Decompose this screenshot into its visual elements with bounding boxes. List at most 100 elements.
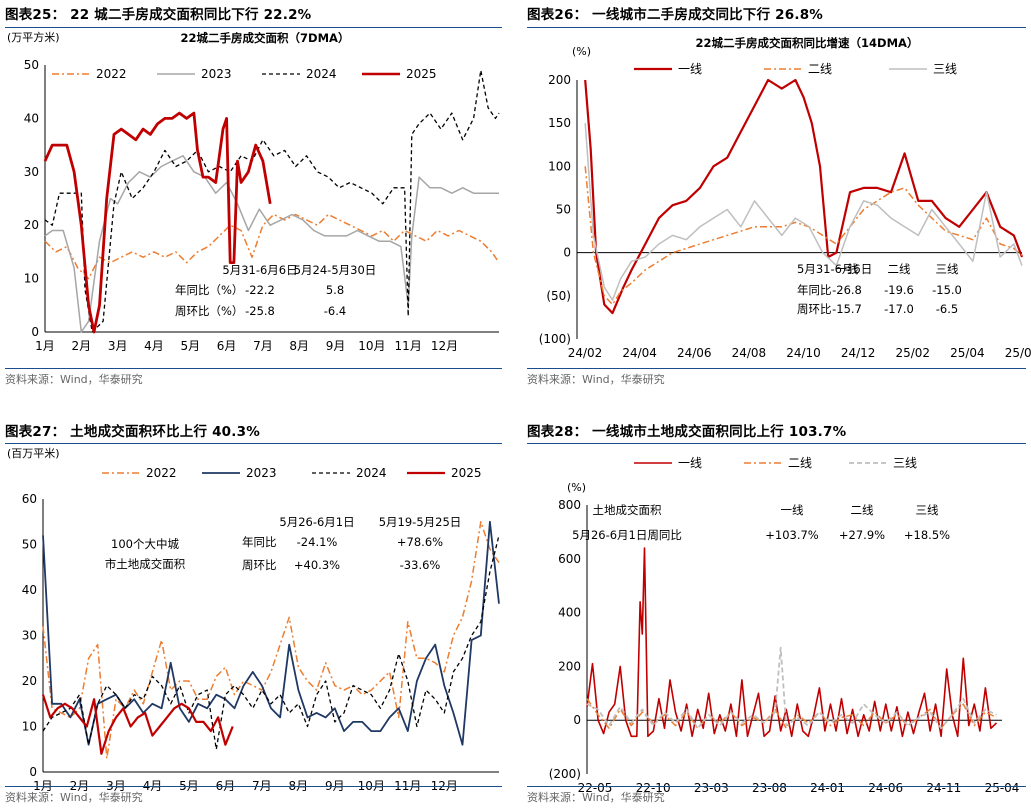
- series-line-三线: [586, 646, 997, 730]
- chart-panel-2: 图表26： 一线城市二手房成交同比下行 26.8% (%) 22城二手房成交面积同…: [527, 3, 1031, 388]
- y-tick-label: 400: [558, 606, 581, 620]
- table-cell: +18.5%: [904, 528, 950, 542]
- series-line-2025: [43, 111, 272, 334]
- x-tick-label: 4月: [144, 339, 164, 353]
- table-header: 5月19-5月25日: [379, 515, 462, 529]
- y-axis-label: (%): [572, 45, 591, 58]
- series-line-一线: [584, 78, 1024, 315]
- legend-label: 2023: [201, 67, 232, 81]
- y-tick-label: 0: [29, 765, 37, 779]
- annotation-text: 100个大中城: [111, 537, 179, 551]
- x-tick-label: 23-08: [752, 781, 787, 795]
- legend-label: 2025: [406, 67, 437, 81]
- legend-label: 2024: [306, 67, 337, 81]
- x-tick-label: 25/02: [895, 346, 930, 360]
- divider: [5, 786, 502, 787]
- y-axis-label: (百万平米): [7, 447, 60, 460]
- series-line-2024: [42, 535, 500, 750]
- chart-svg: (万平方米) 22城二手房成交面积（7DMA） 0 10 20 30 40 50 1月 2月 3月 4…: [7, 30, 500, 353]
- x-tick-label: 22-05: [578, 781, 613, 795]
- table-cell: 年同比: [797, 283, 832, 297]
- y-tick-label: 0: [31, 325, 39, 339]
- y-axis-label: (万平方米): [7, 30, 60, 44]
- x-tick-label: 24/02: [568, 346, 603, 360]
- series-line-三线: [584, 123, 1023, 301]
- x-tick-label: 24/12: [841, 346, 876, 360]
- divider: [527, 368, 1026, 369]
- legend-label: 2022: [146, 466, 177, 480]
- x-tick-label: 1月: [35, 339, 55, 353]
- legend-label: 二线: [788, 456, 812, 470]
- source-note: 资料来源：Wind，华泰研究: [527, 791, 665, 804]
- source-note: 资料来源：Wind，华泰研究: [527, 373, 665, 386]
- chart-svg: (%) (200) 0 200 400 600 800 22-05 22-10 23-03 23-0…: [549, 456, 1020, 795]
- table-header: 5月31-6月6日: [797, 262, 872, 276]
- x-tick-label: 25/06: [1005, 346, 1031, 360]
- y-tick-label: 0: [573, 713, 581, 727]
- x-tick-label: 24/08: [732, 346, 767, 360]
- y-tick-label: (50): [546, 289, 571, 303]
- y-tick-label: 800: [558, 498, 581, 512]
- x-tick-label: 9月: [326, 339, 346, 353]
- y-tick-label: 40: [22, 583, 37, 597]
- table-cell: 周环比: [797, 302, 832, 316]
- y-axis-label: (%): [567, 481, 586, 494]
- series-line-2025: [41, 694, 234, 755]
- y-tick-label: 10: [24, 272, 39, 286]
- table-header: 二线: [888, 262, 911, 276]
- table-header: 5月26-6月1日: [279, 515, 354, 529]
- table-cell: -15.0: [932, 283, 962, 297]
- panel-title: 图表26： 一线城市二手房成交同比下行 26.8%: [527, 7, 824, 23]
- series-line-2024: [44, 69, 500, 333]
- x-tick-label: 12月: [431, 339, 458, 353]
- legend-label: 2023: [246, 466, 277, 480]
- x-tick-label: 7月: [253, 339, 273, 353]
- table-cell: -25.8: [245, 304, 275, 318]
- y-tick-label: 200: [548, 73, 571, 87]
- table-cell: 周环比（%）: [175, 304, 243, 318]
- x-tick-label: 11月: [395, 339, 422, 353]
- table-cell: +78.6%: [397, 535, 443, 549]
- y-tick-label: 60: [22, 492, 37, 506]
- y-tick-label: 20: [22, 674, 37, 688]
- table-header: 一线: [836, 262, 859, 276]
- legend-label: 一线: [678, 456, 702, 470]
- x-tick-label: 25/04: [950, 346, 985, 360]
- table-cell: -26.8: [832, 283, 862, 297]
- legend-label: 2024: [356, 466, 387, 480]
- x-tick-label: 22-10: [636, 781, 671, 795]
- x-tick-label: 24-01: [810, 781, 845, 795]
- y-tick-label: 50: [24, 58, 39, 72]
- divider: [5, 27, 502, 28]
- table-header: 5月24-5月30日: [294, 263, 377, 277]
- table-cell: +103.7%: [765, 528, 819, 542]
- table-cell: 5月26-6月1日周同比: [572, 528, 682, 542]
- chart-panel-4: 图表28： 一线城市土地成交面积同比上行 103.7% (%) (200) 0 200…: [527, 420, 1026, 809]
- x-tick-label: 10月: [358, 339, 385, 353]
- legend-label: 三线: [933, 62, 957, 76]
- x-tick-label: 23-03: [694, 781, 729, 795]
- chart-panel-1: 图表25： 22 城二手房成交面积同比下行 22.2% (万平方米) 22城二手房…: [5, 3, 502, 388]
- chart-panel-3: 图表27： 土地成交面积环比上行 40.3% (百万平米) 0 10 20 30 40 50…: [5, 420, 502, 809]
- series-line-一线: [586, 547, 998, 738]
- y-tick-label: 150: [548, 116, 571, 130]
- table-header: 三线: [916, 503, 939, 517]
- legend-label: 三线: [893, 456, 917, 470]
- legend-label: 2025: [451, 466, 482, 480]
- x-tick-label: 24/04: [622, 346, 657, 360]
- series-line-2023: [42, 520, 500, 746]
- table-cell: -6.4: [324, 304, 346, 318]
- series-line-2022: [42, 521, 500, 760]
- chart-title: 22城二手房成交面积（7DMA）: [181, 31, 350, 45]
- table-header: 二线: [851, 503, 874, 517]
- divider: [527, 443, 1026, 444]
- x-tick-label: 3月: [108, 339, 128, 353]
- panel-title: 图表27： 土地成交面积环比上行 40.3%: [5, 424, 260, 440]
- series-line-二线: [584, 166, 1023, 306]
- table-cell: -24.1%: [297, 535, 338, 549]
- legend-label: 二线: [808, 62, 832, 76]
- table-cell: -22.2: [245, 283, 275, 297]
- table-header: 土地成交面积: [593, 503, 662, 517]
- table-cell: 年同比（%）: [175, 283, 243, 297]
